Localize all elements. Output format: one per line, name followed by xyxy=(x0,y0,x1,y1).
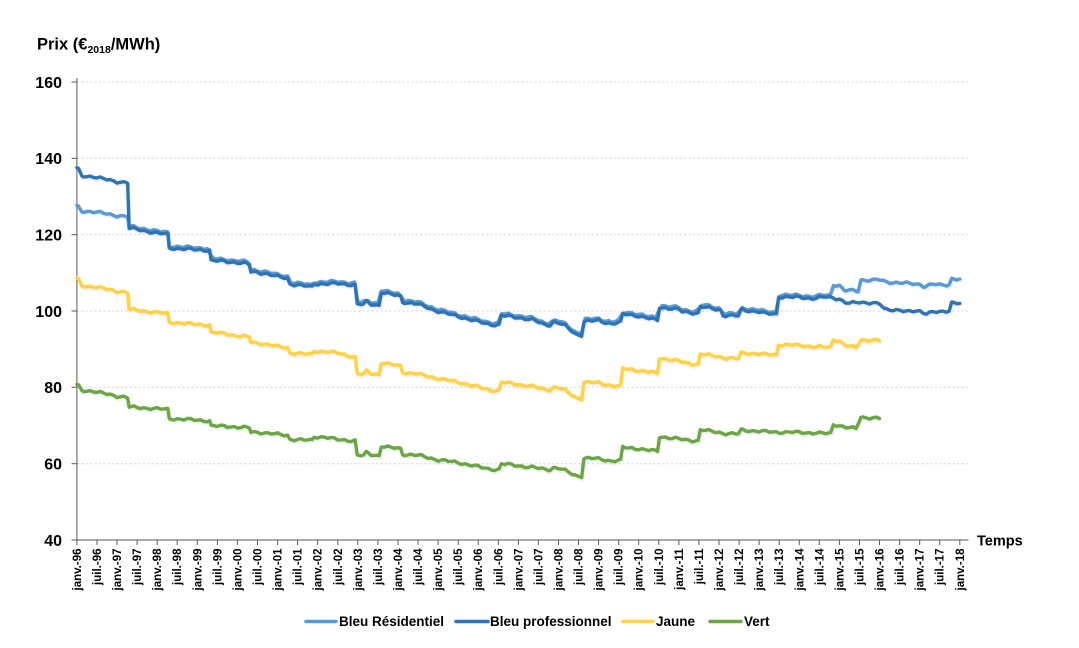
svg-text:juil.-02: juil.-02 xyxy=(333,549,345,586)
svg-text:janv.-97: janv.-97 xyxy=(112,549,124,592)
svg-text:Vert: Vert xyxy=(744,614,770,629)
svg-text:janv.-15: janv.-15 xyxy=(834,548,846,592)
svg-text:janv.-13: janv.-13 xyxy=(754,549,766,592)
svg-text:juil.-17: juil.-17 xyxy=(935,549,947,586)
svg-text:janv.-07: janv.-07 xyxy=(513,549,525,592)
svg-text:Jaune: Jaune xyxy=(656,614,696,629)
svg-text:janv.-01: janv.-01 xyxy=(273,548,285,592)
svg-text:janv.-11: janv.-11 xyxy=(674,548,686,591)
svg-text:janv.-08: janv.-08 xyxy=(554,548,566,592)
svg-text:juil.-08: juil.-08 xyxy=(574,548,586,586)
svg-text:janv.-10: janv.-10 xyxy=(634,549,646,592)
svg-text:120: 120 xyxy=(35,228,62,245)
svg-text:janv.-99: janv.-99 xyxy=(192,549,204,592)
svg-text:juil.-04: juil.-04 xyxy=(413,548,425,586)
svg-text:juil.-14: juil.-14 xyxy=(814,548,826,586)
svg-text:janv.-98: janv.-98 xyxy=(152,548,164,592)
svg-text:juil.-06: juil.-06 xyxy=(493,549,505,586)
svg-text:janv.-03: janv.-03 xyxy=(353,549,365,592)
svg-text:janv.-02: janv.-02 xyxy=(313,549,325,592)
svg-text:janv.-12: janv.-12 xyxy=(714,549,726,592)
svg-text:juil.-96: juil.-96 xyxy=(92,549,104,586)
svg-text:janv.-00: janv.-00 xyxy=(232,549,244,592)
svg-text:80: 80 xyxy=(44,380,62,397)
svg-text:janv.-17: janv.-17 xyxy=(915,549,927,592)
svg-text:juil.-11: juil.-11 xyxy=(694,548,706,585)
svg-text:juil.-16: juil.-16 xyxy=(895,549,907,586)
svg-text:juil.-98: juil.-98 xyxy=(172,548,184,586)
svg-text:janv.-18: janv.-18 xyxy=(955,548,967,592)
svg-text:juil.-15: juil.-15 xyxy=(855,548,867,586)
svg-text:Bleu Résidentiel: Bleu Résidentiel xyxy=(339,614,444,629)
svg-text:60: 60 xyxy=(44,457,62,474)
svg-text:janv.-96: janv.-96 xyxy=(72,549,84,592)
svg-text:janv.-16: janv.-16 xyxy=(875,549,887,592)
svg-text:janv.-14: janv.-14 xyxy=(794,548,806,592)
svg-text:juil.-09: juil.-09 xyxy=(614,549,626,586)
svg-text:juil.-10: juil.-10 xyxy=(654,549,666,586)
svg-text:janv.-06: janv.-06 xyxy=(473,549,485,592)
svg-text:juil.-03: juil.-03 xyxy=(373,549,385,586)
svg-text:janv.-09: janv.-09 xyxy=(594,549,606,592)
svg-text:Prix (€2018/MWh): Prix (€2018/MWh) xyxy=(37,36,160,57)
svg-text:juil.-12: juil.-12 xyxy=(734,549,746,586)
svg-text:Bleu professionnel: Bleu professionnel xyxy=(490,614,612,629)
svg-text:janv.-04: janv.-04 xyxy=(393,548,405,592)
svg-text:juil.-05: juil.-05 xyxy=(453,548,465,586)
svg-text:40: 40 xyxy=(44,533,62,550)
svg-text:juil.-01: juil.-01 xyxy=(293,548,305,586)
svg-text:juil.-00: juil.-00 xyxy=(253,549,265,586)
svg-text:juil.-97: juil.-97 xyxy=(132,549,144,586)
svg-text:juil.-99: juil.-99 xyxy=(212,549,224,586)
svg-text:160: 160 xyxy=(35,75,62,92)
svg-text:Temps: Temps xyxy=(977,534,1023,550)
svg-text:140: 140 xyxy=(35,151,62,168)
svg-text:100: 100 xyxy=(35,304,62,321)
svg-text:janv.-05: janv.-05 xyxy=(433,548,445,592)
svg-text:juil.-07: juil.-07 xyxy=(533,549,545,586)
svg-text:juil.-13: juil.-13 xyxy=(774,549,786,586)
